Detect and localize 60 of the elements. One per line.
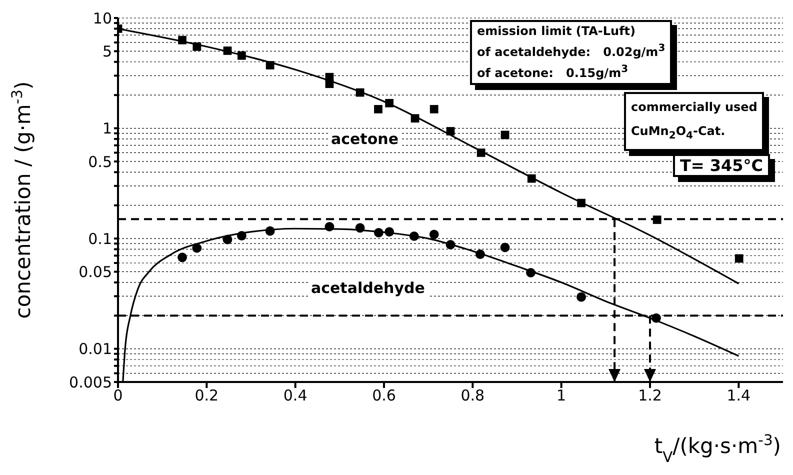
point bbox=[265, 226, 275, 236]
y-tick-label: 1 bbox=[102, 120, 112, 138]
point bbox=[446, 127, 455, 136]
x-tick-label: 0.8 bbox=[460, 386, 485, 405]
point bbox=[429, 230, 439, 240]
annotation: of acetaldehyde: 0.02g/m$^{3}$ bbox=[477, 43, 666, 59]
x-tick-label: 1.4 bbox=[726, 386, 751, 405]
point bbox=[192, 42, 202, 51]
y-tick-label: 5 bbox=[102, 42, 112, 61]
point bbox=[222, 234, 232, 244]
y-tick-label: 0.1 bbox=[88, 230, 112, 248]
x-axis-title: t$_{V}$/(kg·s·m$^{-3}$) bbox=[654, 432, 781, 466]
x-tick-label: 1 bbox=[556, 386, 566, 405]
text: acetaldehyde bbox=[308, 279, 428, 297]
annotation: T= 345°C bbox=[680, 156, 764, 175]
y-tick-label: 10 bbox=[92, 9, 112, 28]
point bbox=[356, 88, 364, 97]
point bbox=[374, 228, 384, 238]
annotation: CuMn$_{2}$O$_{4}$-Cat. bbox=[631, 124, 726, 142]
annotation: of acetone: 0.15g/m$^{3}$ bbox=[477, 64, 628, 80]
x-tick-label: 0.6 bbox=[372, 386, 396, 405]
x-tick-label: 1.2 bbox=[638, 386, 662, 405]
point bbox=[384, 227, 394, 237]
point bbox=[236, 231, 246, 240]
annotation: emission limit (TA-Luft) bbox=[477, 24, 636, 38]
annotation: commercially used bbox=[631, 100, 758, 114]
x-tick-label: 0.4 bbox=[283, 386, 308, 405]
x-tick-label: 0 bbox=[113, 386, 123, 405]
point bbox=[526, 268, 536, 278]
point bbox=[430, 104, 438, 114]
point bbox=[385, 98, 394, 108]
point bbox=[355, 223, 365, 233]
point bbox=[374, 104, 382, 114]
point bbox=[192, 243, 202, 253]
point bbox=[409, 231, 419, 241]
point bbox=[576, 292, 586, 302]
x-tick-label: 0.2 bbox=[194, 386, 219, 405]
point bbox=[178, 252, 188, 262]
point bbox=[652, 216, 662, 224]
point bbox=[651, 313, 661, 323]
point bbox=[734, 254, 744, 263]
point bbox=[223, 46, 232, 55]
point bbox=[527, 174, 536, 183]
point bbox=[577, 198, 586, 208]
point bbox=[476, 148, 486, 157]
point bbox=[178, 36, 186, 44]
point bbox=[325, 80, 334, 88]
series-label: acetone bbox=[328, 130, 402, 148]
y-tick-label: 0.5 bbox=[88, 152, 112, 171]
point bbox=[500, 130, 510, 140]
y-tick-label: 0.005 bbox=[69, 373, 112, 392]
point bbox=[266, 61, 274, 70]
point bbox=[446, 240, 456, 250]
point bbox=[500, 242, 510, 252]
point bbox=[324, 222, 334, 232]
y-tick-label: 0.01 bbox=[78, 340, 112, 358]
point bbox=[475, 250, 485, 259]
point bbox=[238, 51, 246, 60]
y-tick-label: 0.05 bbox=[78, 263, 112, 282]
point bbox=[410, 114, 420, 123]
